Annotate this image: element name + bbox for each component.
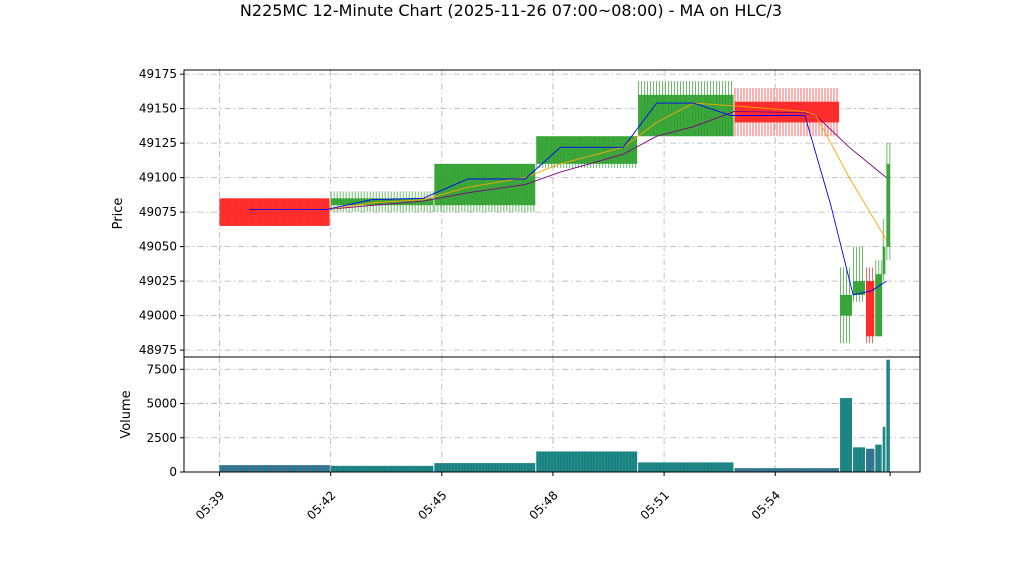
volume-bar (866, 448, 875, 472)
volume-bar-fill (875, 444, 882, 472)
time-tick-label: 05:45 (415, 488, 449, 522)
price-gridlines (184, 70, 920, 357)
time-tick-label: 05:39 (193, 488, 227, 522)
volume-bar-fill (330, 465, 434, 472)
price-tick-label: 49175 (139, 67, 177, 81)
time-tick-label: 05:42 (304, 488, 338, 522)
candle-body (882, 246, 886, 275)
price-axis-label: Price (111, 198, 126, 230)
volume-bar-fill (434, 463, 536, 472)
price-tick-label: 49125 (139, 136, 177, 150)
candle-body (219, 198, 330, 226)
candle (853, 246, 866, 302)
volume-bar (886, 359, 890, 472)
price-tick-label: 48975 (139, 343, 177, 357)
chart-axes (180, 69, 921, 476)
time-tick-label: 05:54 (749, 488, 783, 522)
time-tick-label: 05:48 (526, 488, 560, 522)
candle-body (840, 294, 853, 316)
candle-body (886, 163, 890, 247)
price-tick-label: 49050 (139, 240, 177, 254)
candle (866, 267, 875, 344)
volume-bar (853, 447, 866, 472)
candle-body (866, 281, 875, 337)
chart-title: N225MC 12-Minute Chart (2025-11-26 07:00… (239, 1, 783, 20)
time-tick-label: 05:51 (638, 488, 672, 522)
price-tick-label: 49150 (139, 102, 177, 116)
volume-bar-fill (882, 426, 886, 472)
volume-tick-label: 7500 (146, 362, 177, 376)
volume-bar-fill (219, 465, 330, 472)
volume-bar-fill (853, 447, 866, 472)
candle-body (638, 94, 734, 137)
ma-fast-line (249, 102, 887, 296)
volume-bar-fill (840, 398, 853, 472)
volume-bar-fill (536, 451, 638, 472)
candle (434, 163, 536, 213)
candle (536, 136, 638, 168)
candle-body (536, 136, 638, 164)
candle (886, 143, 891, 261)
volume-bar (734, 468, 840, 472)
volume-bar (875, 444, 882, 472)
ma-mid-line (326, 102, 887, 240)
candle-body (875, 274, 882, 337)
volume-panel-frame (183, 356, 921, 473)
volume-bar (434, 463, 536, 472)
volume-bar (638, 462, 734, 472)
price-tick-label: 49075 (139, 205, 177, 219)
price-tick-label: 49025 (139, 274, 177, 288)
volume-tick-label: 2500 (146, 431, 177, 445)
volume-bars (219, 359, 890, 472)
volume-bar (219, 465, 330, 472)
candle (875, 260, 883, 337)
price-tick-label: 49000 (139, 309, 177, 323)
volume-bar-fill (734, 468, 840, 472)
volume-bar (882, 426, 886, 472)
candle-body (853, 281, 866, 295)
moving-average-lines (249, 102, 887, 296)
volume-bar-fill (866, 448, 875, 472)
volume-bar-fill (638, 462, 734, 472)
volume-bar (840, 398, 853, 472)
volume-axis-label: Volume (119, 390, 134, 438)
volume-bar (536, 451, 638, 472)
volume-tick-label: 5000 (146, 397, 177, 411)
price-tick-label: 49100 (139, 171, 177, 185)
candle (840, 267, 853, 344)
volume-bar (330, 465, 434, 472)
candlestick-series (219, 81, 891, 344)
candle (882, 219, 886, 282)
volume-tick-label: 0 (169, 465, 177, 479)
candle (219, 198, 330, 226)
